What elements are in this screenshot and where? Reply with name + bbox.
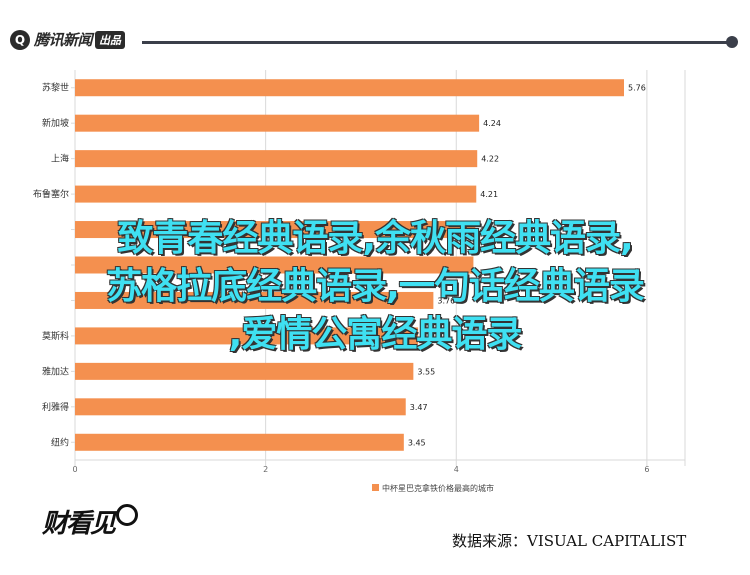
logo-text: 腾讯新闻	[34, 31, 93, 49]
category-label: 纽约	[51, 436, 69, 448]
bar	[75, 398, 406, 416]
category-label: 莫斯科	[42, 330, 69, 342]
x-tick-label: 6	[644, 465, 649, 474]
caikanjian-logo: 财看见	[42, 503, 139, 540]
bar	[75, 221, 476, 239]
data-label: 4.24	[483, 119, 501, 128]
category-label: 上海	[51, 153, 69, 165]
data-source: 数据来源：VISUAL CAPITALIST	[452, 532, 687, 550]
data-label: 4.20	[479, 226, 497, 235]
bar	[75, 433, 404, 451]
category-label: 新加坡	[42, 117, 69, 129]
category-label: 布鲁塞尔	[33, 188, 69, 200]
bar	[75, 362, 414, 380]
bar	[75, 291, 434, 309]
legend-label: 中杯星巴克拿铁价格最高的城市	[382, 483, 494, 493]
logo-mark-icon: Q	[10, 29, 30, 50]
data-label: 3.47	[410, 403, 428, 412]
category-label: 苏黎世	[42, 82, 69, 94]
logo-badge: 出品	[95, 30, 126, 49]
watermark-line-3: ,爱情公寓经典语录	[228, 314, 523, 355]
bar	[75, 114, 480, 132]
data-label: 4.21	[480, 190, 498, 199]
header-divider	[142, 41, 732, 44]
category-label: 利雅得	[42, 401, 69, 413]
legend-swatch	[372, 484, 379, 491]
data-label: 4.22	[481, 155, 499, 164]
data-label: 3.45	[408, 438, 426, 447]
header-divider-dot	[726, 36, 738, 48]
tencent-news-logo: Q 腾讯新闻 出品	[10, 29, 126, 50]
data-label: 3.76	[437, 296, 455, 305]
header: Q 腾讯新闻 出品	[0, 0, 750, 70]
watermark-title: 致青春经典语录,余秋雨经典语录, 苏格拉底经典语录,一句话经典语录 ,爱情公寓经…	[0, 215, 750, 359]
x-tick-label: 2	[263, 465, 268, 474]
bar	[75, 185, 477, 203]
bar	[75, 256, 474, 274]
footer-logo-ring-icon	[116, 503, 139, 526]
bar	[75, 150, 478, 168]
watermark-line-2: 苏格拉底经典语录,一句话经典语录	[106, 266, 645, 307]
x-tick-label: 0	[72, 465, 77, 474]
bar	[75, 79, 624, 97]
data-label: 5.76	[628, 84, 646, 93]
x-tick-label: 4	[454, 465, 459, 474]
bar	[75, 327, 419, 345]
category-label: 雅加达	[42, 365, 69, 377]
footer-logo-text: 财看见	[42, 509, 116, 539]
watermark-line-1: 致青春经典语录,余秋雨经典语录,	[117, 218, 633, 259]
data-label: 3.55	[417, 367, 435, 376]
